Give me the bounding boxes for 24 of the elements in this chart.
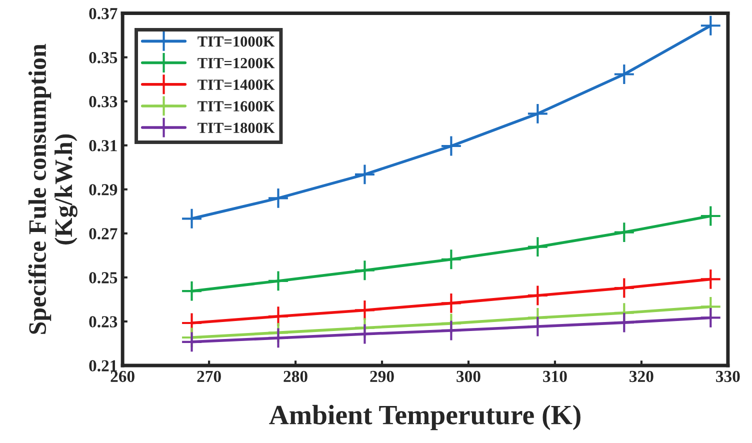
y-tick-label: 0.29 <box>89 184 118 196</box>
legend-label: TIT=1800K <box>198 122 275 134</box>
y-tick-label: 0.33 <box>89 96 118 108</box>
x-tick-label: 270 <box>197 370 221 382</box>
legend-label: TIT=1600K <box>198 101 275 112</box>
y-tick-label: 0.21 <box>89 360 117 372</box>
y-tick-label: 0.25 <box>89 272 118 284</box>
x-tick-label: 260 <box>110 370 134 382</box>
legend-label: TIT=1400K <box>198 80 275 90</box>
x-tick-label: 300 <box>456 370 480 382</box>
x-tick-label: 280 <box>284 370 308 382</box>
y-tick-label: 0.27 <box>89 228 118 240</box>
y-tick-label: 0.37 <box>89 8 118 20</box>
x-axis-title: Ambient Temperuture (K) <box>269 404 580 430</box>
x-tick-label: 310 <box>543 370 567 382</box>
y-tick-label: 0.35 <box>89 52 118 64</box>
y-tick-label: 0.31 <box>89 140 117 152</box>
y-tick-label: 0.23 <box>89 316 118 328</box>
x-tick-label: 290 <box>370 370 394 382</box>
legend-label: TIT=1200K <box>198 58 275 68</box>
x-tick-label: 330 <box>716 370 740 382</box>
y-axis-title: Specifice Fule consumption (Kg/kW.h) <box>28 44 78 334</box>
x-tick-label: 320 <box>630 370 654 382</box>
legend-label: TIT=1000K <box>198 36 275 47</box>
